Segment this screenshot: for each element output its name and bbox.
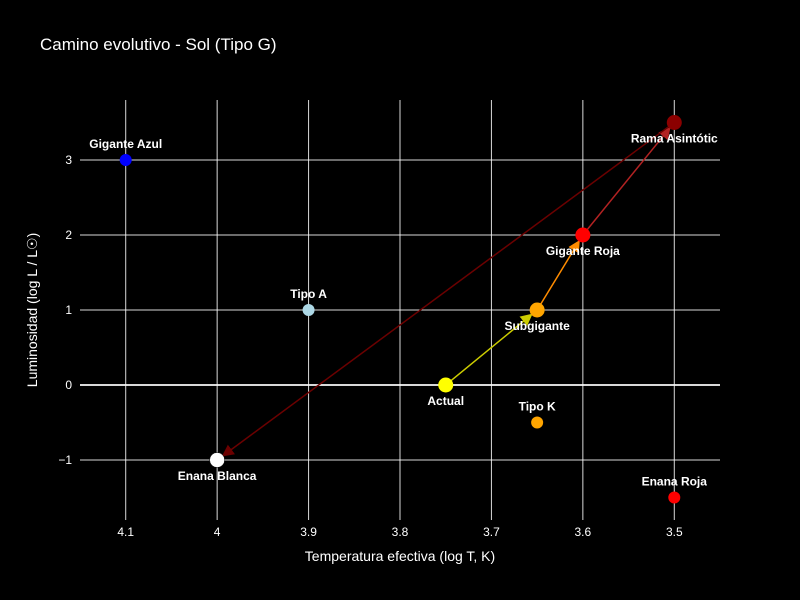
reference-point <box>119 154 132 166</box>
evolution-point <box>666 115 682 130</box>
x-axis-label: Temperatura efectiva (log T, K) <box>305 548 495 564</box>
x-tick-label: 3.5 <box>666 525 683 539</box>
x-tick-label: 3.7 <box>483 525 500 539</box>
evolution-arrow <box>221 121 675 457</box>
evolution-point <box>209 452 225 468</box>
points <box>119 115 682 504</box>
chart-title: Camino evolutivo - Sol (Tipo G) <box>40 35 277 54</box>
point-label: Enana Roja <box>642 475 708 489</box>
y-axis-label: Luminosidad (log L / L☉) <box>24 233 40 387</box>
reference-point <box>668 491 681 504</box>
point-label: Gigante Roja <box>546 244 620 258</box>
y-tick-label: 1 <box>65 303 72 317</box>
x-tick-label: 4 <box>214 525 221 539</box>
reference-point <box>302 304 315 316</box>
x-tick-labels: 4.1 4 3.9 3.8 3.7 3.6 3.5 <box>117 525 683 539</box>
point-label: Actual <box>427 394 464 408</box>
x-tick-label: 3.8 <box>392 525 409 539</box>
evolution-arrow <box>445 313 533 386</box>
evolution-point <box>575 227 591 243</box>
point-label: Enana Blanca <box>178 469 257 483</box>
reference-point <box>531 416 544 429</box>
y-tick-label: 2 <box>65 228 72 242</box>
evolution-arrow <box>536 239 580 311</box>
white-dwarf-outline <box>209 452 225 468</box>
evolution-arrows <box>221 121 675 457</box>
evolution-point <box>438 377 454 393</box>
grid <box>80 100 720 520</box>
x-tick-label: 3.9 <box>300 525 317 539</box>
point-labels: Gigante Azul Tipo A Tipo K Enana Roja Actual… <box>89 132 718 489</box>
y-tick-label: −1 <box>58 453 72 467</box>
y-tick-labels: −1 0 1 2 3 <box>58 153 72 467</box>
point-label: Rama Asintótic <box>631 132 718 146</box>
point-label: Tipo A <box>290 287 327 301</box>
y-tick-label: 0 <box>65 378 72 392</box>
point-label: Tipo K <box>519 400 556 414</box>
point-label: Subgigante <box>504 319 570 333</box>
evolution-arrow <box>582 127 671 236</box>
evolution-point <box>529 302 545 318</box>
x-tick-label: 3.6 <box>575 525 592 539</box>
y-tick-label: 3 <box>65 153 72 167</box>
x-tick-label: 4.1 <box>117 525 134 539</box>
point-label: Gigante Azul <box>89 137 162 151</box>
